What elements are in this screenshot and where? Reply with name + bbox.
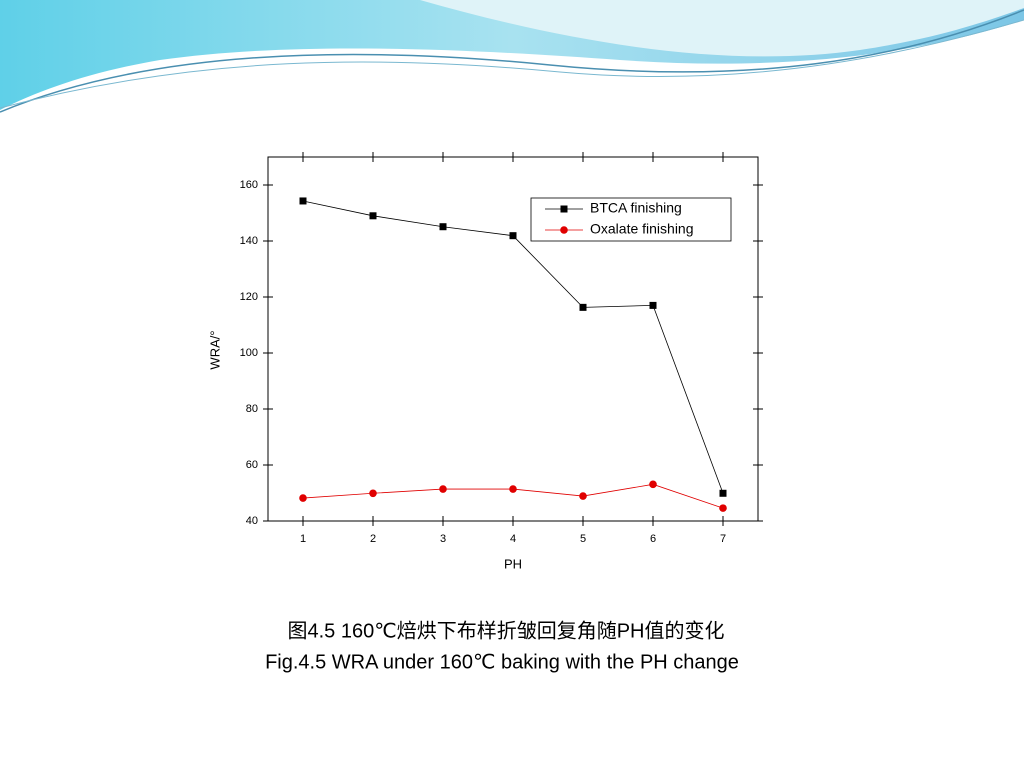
marker [579, 492, 587, 500]
legend [530, 197, 732, 242]
marker [719, 489, 727, 497]
header-line [0, 9, 1024, 113]
marker [439, 223, 447, 231]
marker [439, 485, 447, 493]
marker [369, 212, 377, 220]
x-tick-label: 5 [580, 533, 586, 545]
y-axis-label: WRA/° [207, 330, 222, 369]
y-tick-label: 80 [246, 403, 258, 415]
caption-cn: 图4.5 160℃焙烘下布样折皱回复角随PH值的变化 [288, 619, 725, 642]
marker [509, 232, 517, 240]
caption-en: Fig.4.5 WRA under 160℃ baking with the P… [265, 651, 739, 673]
header-wave-light [420, 0, 1024, 57]
y-tick-label: 120 [240, 291, 258, 303]
marker [649, 480, 657, 489]
marker [719, 504, 727, 512]
y-tick-label: 100 [240, 347, 258, 359]
legend-label: BTCA finishing [590, 200, 682, 216]
marker [299, 197, 307, 205]
marker [509, 485, 517, 493]
header-line [0, 19, 1024, 109]
x-tick-label: 3 [440, 533, 446, 545]
marker [579, 303, 587, 311]
series-line [302, 200, 724, 494]
marker [299, 494, 307, 502]
y-tick-label: 160 [240, 179, 258, 191]
marker [560, 226, 568, 234]
y-tick-label: 140 [240, 235, 258, 247]
legend-label: Oxalate finishing [590, 221, 694, 237]
x-tick-label: 4 [510, 533, 516, 545]
x-tick-label: 1 [300, 533, 306, 545]
marker [560, 205, 568, 213]
x-tick-label: 6 [650, 533, 656, 545]
y-tick-label: 40 [246, 515, 258, 527]
x-tick-label: 7 [720, 533, 726, 545]
chart: PH WRA/° 40 60 80 100 120 140 160 1 2 3 4 5 6 7 BTCA f… [207, 152, 763, 571]
x-tick-label: 2 [370, 533, 376, 545]
marker [369, 489, 377, 498]
marker [649, 301, 657, 309]
y-tick-label: 60 [246, 459, 258, 471]
x-axis-label: PH [504, 556, 522, 571]
